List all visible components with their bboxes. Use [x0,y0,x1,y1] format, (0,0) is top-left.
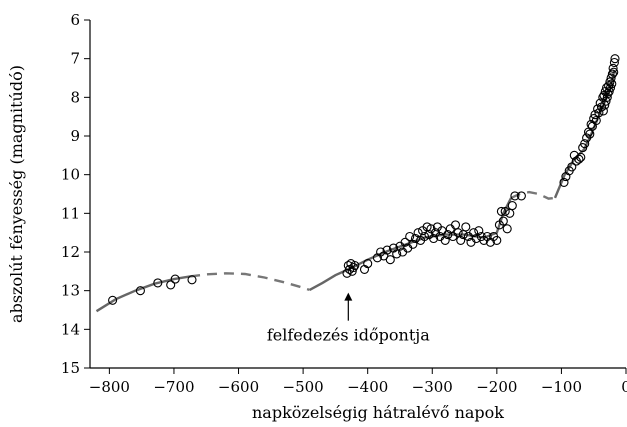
y-axis-title: abszolút fényesség (magnitúdó) [7,65,26,323]
data-point [507,201,517,211]
y-tick-label: 7 [70,50,80,68]
data-point [574,154,584,164]
data-point [440,235,450,245]
data-point [450,220,461,230]
data-point [350,260,360,271]
data-point [600,100,610,110]
annotation-arrowhead [344,292,353,301]
data-point [187,275,197,285]
data-point [385,255,395,265]
data-point [605,83,616,93]
data-point [510,191,520,201]
data-point [607,79,617,89]
data-point [595,98,605,108]
data-point [456,235,466,245]
data-point [498,216,508,226]
data-point [516,191,526,201]
data-point [429,233,439,244]
data-point [492,235,502,245]
data-point [443,230,453,240]
data-point [589,114,599,124]
y-tick-label: 13 [61,282,80,300]
y-tick-label: 11 [61,204,80,222]
data-point [607,69,617,79]
data-point [474,226,484,236]
data-point [609,67,619,77]
x-tick-label: −100 [541,378,582,396]
y-tick-label: 14 [61,320,80,338]
annotations: felfedezés időpontja [267,292,430,345]
data-point [598,106,608,116]
data-point [108,295,118,305]
data-point [496,206,506,216]
axes: 6 7 8 9 10 11 12 13 14 15 −800 −700 −600 −500 −400 −300… [61,11,627,396]
trend-curve-solid [95,275,191,313]
y-tick-label: 10 [61,166,80,184]
y-tick-label: 8 [70,88,80,106]
data-point [135,286,145,296]
x-tick-label: −500 [283,378,324,396]
data-point [559,177,569,187]
x-tick-label: −800 [89,378,130,396]
y-tick-label: 9 [70,127,80,145]
x-tick-label: −200 [476,378,517,396]
data-point [502,224,512,234]
data-point [405,231,415,242]
y-tick-label: 15 [61,359,80,377]
x-tick-label: −600 [218,378,259,396]
data-point [410,233,421,244]
data-point [500,206,510,216]
data-point [153,278,163,288]
trend-curve-solid [309,197,513,291]
trend-curve-dashed [189,272,310,292]
y-tick-label: 6 [70,11,80,29]
data-point [363,259,373,269]
data-point [348,262,359,273]
x-tick-label: −700 [153,378,194,396]
data-point [609,57,619,68]
data-point [505,208,515,218]
data-point [606,73,616,83]
data-point [408,239,418,249]
data-point [419,231,430,242]
y-tick-label: 12 [61,243,80,261]
data-point [461,222,471,232]
data-points [108,54,620,305]
data-point [608,63,618,73]
data-point [567,162,577,172]
annotation-label: felfedezés időpontja [267,326,430,345]
data-point [469,228,479,238]
data-point [347,266,357,276]
data-point [602,92,612,102]
data-point [166,280,176,290]
data-point [594,108,604,118]
x-tick-label: −400 [347,378,388,396]
x-axis-title: napközelségig hátralévő napok [252,403,504,422]
x-tick-label: −300 [412,378,453,396]
data-point [580,139,590,149]
data-point [576,152,586,162]
data-point [585,129,595,139]
x-tick-label: 0 [621,378,627,396]
data-point [610,54,620,64]
data-point [382,245,392,255]
data-point [392,249,402,259]
data-point [170,274,180,284]
